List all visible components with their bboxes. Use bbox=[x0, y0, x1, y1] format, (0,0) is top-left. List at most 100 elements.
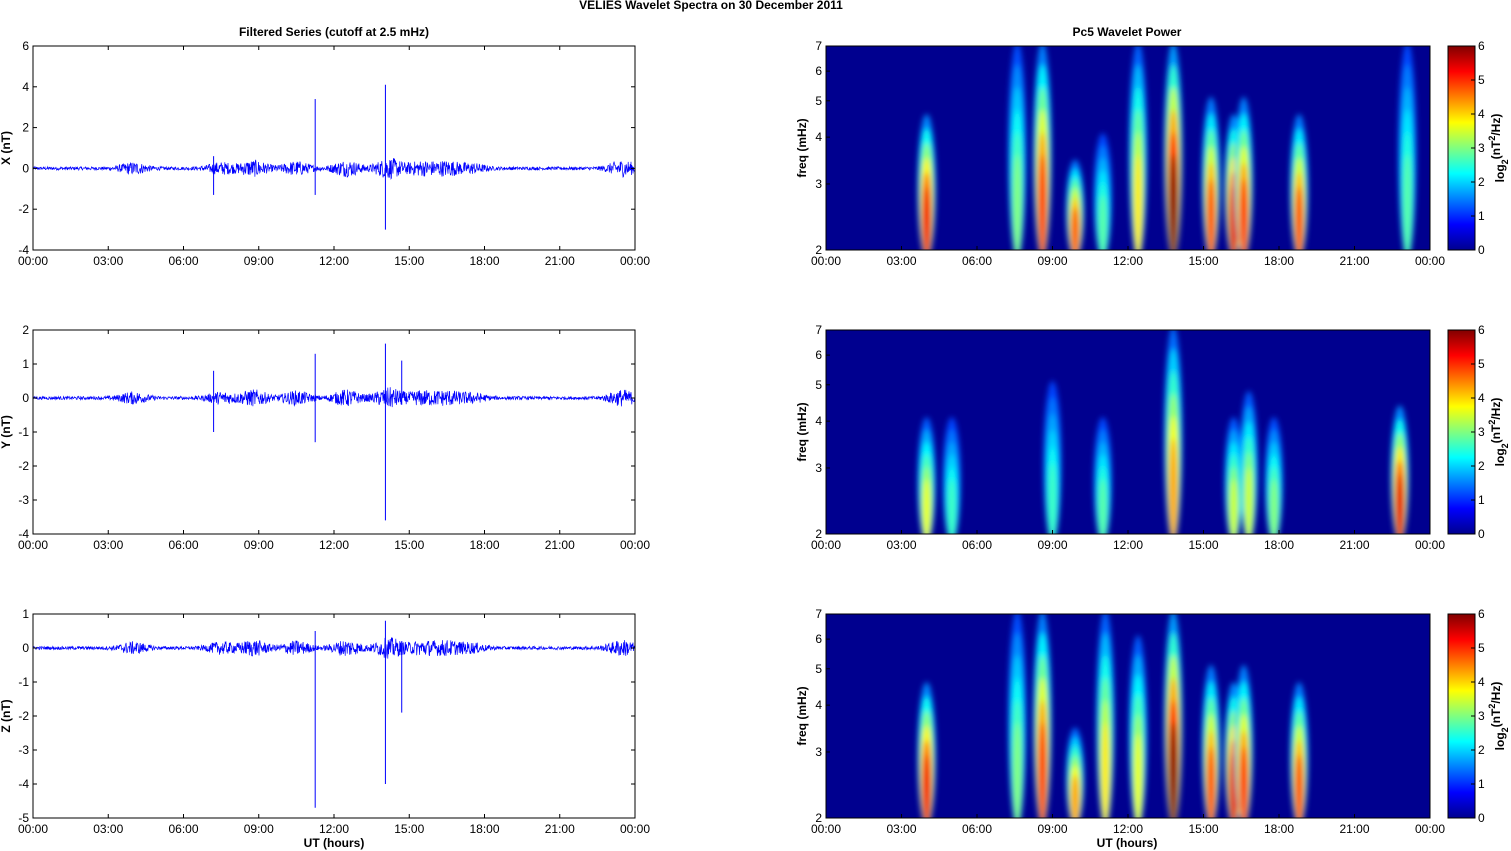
ytick-label: 0 bbox=[22, 161, 29, 175]
colorbar-tick-label: 4 bbox=[1478, 675, 1485, 689]
xtick-label: 03:00 bbox=[93, 254, 123, 268]
colorbar-tick-label: 5 bbox=[1478, 73, 1485, 87]
power-blob-0 bbox=[922, 754, 931, 818]
power-blob-3 bbox=[1101, 722, 1110, 818]
ytick-label: 7 bbox=[815, 323, 822, 337]
power-blob-6 bbox=[1244, 467, 1253, 534]
timeseries-panel-y: -4 -3 -2 -1 0 1 2 00:00 03:00 06:00 09:00 12:00 15:0… bbox=[0, 323, 650, 552]
xtick-label: 18:00 bbox=[469, 822, 499, 836]
xtick-label: 03:00 bbox=[93, 538, 123, 552]
power-blob-10 bbox=[1013, 722, 1022, 818]
power-blob-10 bbox=[1098, 195, 1107, 250]
ytick-label: 2 bbox=[815, 811, 822, 825]
xtick-label: 09:00 bbox=[1037, 538, 1067, 552]
colorbar-label: log2(nT2/Hz) bbox=[1487, 682, 1510, 751]
xtick-label: 12:00 bbox=[319, 254, 349, 268]
xtick-label: 06:00 bbox=[168, 822, 198, 836]
xtick-label: 15:00 bbox=[1188, 538, 1218, 552]
colorbar-label: log2(nT2/Hz) bbox=[1487, 398, 1510, 467]
ytick-label: 7 bbox=[815, 607, 822, 621]
xtick-label: 03:00 bbox=[93, 822, 123, 836]
heatmap-image bbox=[826, 46, 1430, 250]
colorbar-tick-label: 1 bbox=[1478, 209, 1485, 223]
power-blob-4 bbox=[1169, 438, 1178, 534]
ytick-label: 3 bbox=[815, 177, 822, 191]
axes-frame-x bbox=[32, 45, 636, 251]
ytick-label: -2 bbox=[18, 709, 29, 723]
heatmap-blobs bbox=[917, 614, 1309, 818]
data-trace-x bbox=[32, 158, 636, 180]
heatmap-background bbox=[826, 46, 1430, 250]
y-axis-label: freq (mHz) bbox=[795, 118, 809, 177]
power-blob-3 bbox=[1098, 479, 1107, 534]
xtick-label: 18:00 bbox=[469, 254, 499, 268]
colorbar-tick-label: 3 bbox=[1478, 709, 1485, 723]
power-blob-9 bbox=[1013, 154, 1022, 250]
z-power-xlabel: UT (hours) bbox=[1097, 836, 1158, 850]
xtick-label: 03:00 bbox=[886, 254, 916, 268]
xtick-label: 09:00 bbox=[244, 254, 274, 268]
power-blob-1 bbox=[947, 479, 956, 534]
colorbar bbox=[1448, 614, 1475, 818]
power-blob-5 bbox=[1229, 479, 1238, 534]
ytick-label: 1 bbox=[22, 607, 29, 621]
colorbar-tick-label: 1 bbox=[1478, 493, 1485, 507]
y-axis-label: Y (nT) bbox=[0, 415, 13, 449]
colorbar-tick-label: 0 bbox=[1478, 243, 1485, 257]
power-blob-0 bbox=[922, 479, 931, 534]
timeseries-panel-x: -4 -2 0 2 4 6 00:00 03:00 06:00 09:00 12:00 15:00 18… bbox=[0, 39, 650, 268]
colorbar bbox=[1448, 330, 1475, 534]
wavelet-panel-x: 2 3 4 5 6 7 00:00 03:00 06:00 09:00 12:00 15:00 18:0… bbox=[795, 39, 1510, 268]
xtick-label: 12:00 bbox=[319, 822, 349, 836]
xtick-label: 09:00 bbox=[244, 538, 274, 552]
colorbar-label: log2(nT2/Hz) bbox=[1487, 114, 1510, 183]
y-axis-label: freq (mHz) bbox=[795, 686, 809, 745]
xtick-label: 21:00 bbox=[1339, 538, 1369, 552]
xtick-label: 00:00 bbox=[811, 822, 841, 836]
ytick-label: 4 bbox=[22, 80, 29, 94]
xtick-label: 00:00 bbox=[620, 254, 650, 268]
power-blob-4 bbox=[1169, 154, 1178, 250]
ytick-label: -1 bbox=[18, 425, 29, 439]
y-axis-label: Z (nT) bbox=[0, 699, 13, 732]
colorbar-tick-label: 5 bbox=[1478, 357, 1485, 371]
xtick-label: 00:00 bbox=[1415, 254, 1445, 268]
colorbar-tick-label: 2 bbox=[1478, 459, 1485, 473]
y-axis-label: X (nT) bbox=[0, 131, 13, 165]
xtick-label: 00:00 bbox=[18, 254, 48, 268]
ytick-label: -2 bbox=[18, 202, 29, 216]
xtick-label: 18:00 bbox=[1264, 538, 1294, 552]
ytick-label: 0 bbox=[22, 641, 29, 655]
xtick-label: 12:00 bbox=[1113, 822, 1143, 836]
xtick-label: 03:00 bbox=[886, 822, 916, 836]
power-blob-1 bbox=[1038, 722, 1047, 818]
power-blob-3 bbox=[1134, 154, 1143, 250]
power-blob-2 bbox=[1048, 462, 1057, 534]
xtick-label: 18:00 bbox=[1264, 822, 1294, 836]
xtick-label: 03:00 bbox=[886, 538, 916, 552]
ytick-label: 6 bbox=[815, 632, 822, 646]
ytick-label: -4 bbox=[18, 527, 29, 541]
colorbar-tick-label: 2 bbox=[1478, 743, 1485, 757]
ytick-label: 4 bbox=[815, 698, 822, 712]
ytick-label: -3 bbox=[18, 743, 29, 757]
xtick-label: 00:00 bbox=[811, 538, 841, 552]
heatmap-background bbox=[826, 330, 1430, 534]
power-blob-5 bbox=[1207, 178, 1216, 250]
z-xlabel: UT (hours) bbox=[304, 836, 365, 850]
data-trace-z bbox=[32, 637, 636, 659]
colorbar-tick-label: 6 bbox=[1478, 607, 1485, 621]
ytick-label: 4 bbox=[815, 414, 822, 428]
xtick-label: 21:00 bbox=[1339, 254, 1369, 268]
heatmap-blobs bbox=[917, 330, 1409, 534]
colorbar-tick-label: 2 bbox=[1478, 175, 1485, 189]
colorbar-tick-label: 3 bbox=[1478, 425, 1485, 439]
power-blob-8 bbox=[1395, 473, 1404, 534]
ytick-label: 0 bbox=[22, 391, 29, 405]
power-blob-2 bbox=[1071, 775, 1080, 818]
power-blob-2 bbox=[1071, 207, 1080, 250]
ytick-label: -4 bbox=[18, 777, 29, 791]
wavelet-panel-y: 2 3 4 5 6 7 00:00 03:00 06:00 09:00 12:00 15:00 18:0… bbox=[795, 323, 1510, 552]
ytick-label: -1 bbox=[18, 675, 29, 689]
colorbar-tick-label: 5 bbox=[1478, 641, 1485, 655]
